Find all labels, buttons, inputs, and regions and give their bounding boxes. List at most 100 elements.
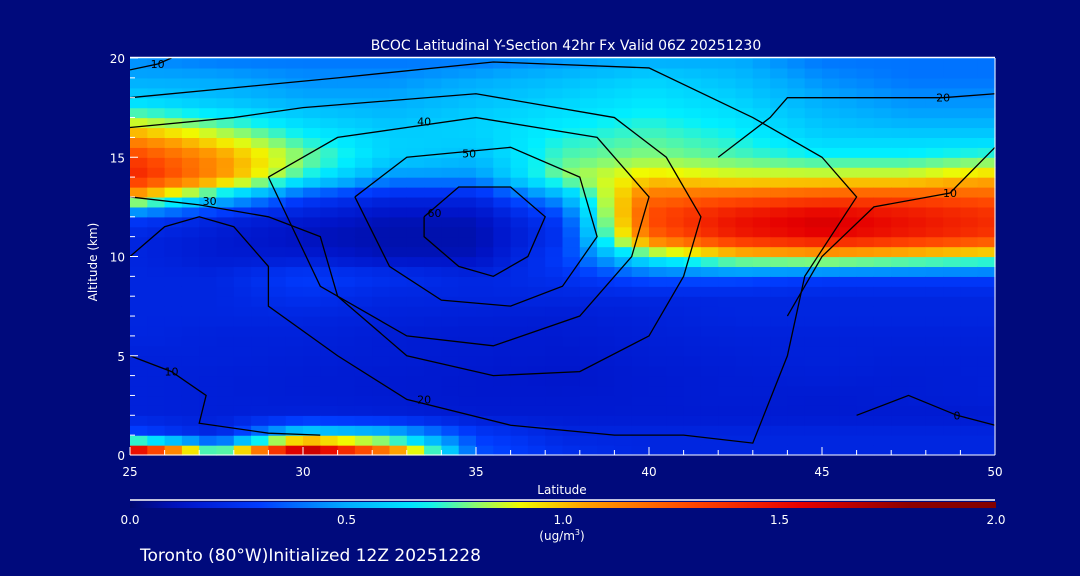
heatmap-cell [718, 226, 737, 238]
heatmap-cell [285, 117, 304, 129]
heatmap-cell [787, 345, 806, 357]
heatmap-cell [147, 157, 166, 168]
heatmap-cell [925, 375, 944, 387]
heatmap-cell [649, 435, 667, 446]
heatmap-cell [908, 276, 927, 287]
heatmap-cell [493, 306, 512, 317]
heatmap-cell [752, 77, 771, 89]
heatmap-cell [822, 445, 840, 456]
heatmap-cell [666, 355, 685, 367]
heatmap-cell [406, 355, 425, 367]
heatmap-cell [891, 365, 910, 377]
contour-line [786, 146, 996, 317]
heatmap-cell [735, 187, 754, 198]
heatmap-cell [752, 97, 771, 109]
heatmap-cell [735, 405, 754, 416]
heatmap-cell [700, 107, 719, 119]
heatmap-cell [199, 335, 218, 347]
heatmap-cell [216, 97, 235, 109]
heatmap-cell [822, 226, 840, 238]
heatmap-cell [925, 445, 944, 456]
heatmap-cell [303, 365, 321, 377]
heatmap-cell [545, 425, 564, 436]
heatmap-cell [597, 246, 615, 258]
heatmap-cell [908, 216, 927, 228]
heatmap-cell [804, 117, 823, 129]
heatmap-cell [406, 276, 425, 287]
heatmap-cell [545, 435, 564, 446]
heatmap-cell [804, 276, 823, 287]
heatmap-cell [666, 316, 685, 327]
heatmap-cell [943, 58, 961, 69]
heatmap-cell [666, 385, 685, 397]
heatmap-cell [683, 425, 702, 436]
heatmap-cell [839, 316, 858, 327]
heatmap-cell [908, 97, 927, 109]
heatmap-cell [666, 58, 685, 69]
heatmap-cell [597, 206, 615, 218]
heatmap-cell [233, 117, 252, 129]
heatmap-cell [891, 325, 910, 337]
heatmap-cell [631, 435, 650, 446]
heatmap-cell [666, 375, 685, 387]
heatmap-cell [579, 137, 598, 148]
heatmap-cell [285, 67, 304, 79]
heatmap-cell [527, 316, 546, 327]
heatmap-cell [181, 147, 200, 158]
heatmap-cell [303, 246, 321, 258]
heatmap-cell [925, 97, 944, 109]
heatmap-cell [891, 385, 910, 397]
heatmap-cell [925, 137, 944, 148]
heatmap-cell [787, 117, 806, 129]
heatmap-cell [770, 77, 788, 89]
heatmap-cell [251, 335, 269, 347]
heatmap-cell [891, 216, 910, 228]
heatmap-cell [406, 286, 425, 297]
heatmap-cell [700, 206, 719, 218]
heatmap-cell [700, 375, 719, 387]
heatmap-cell [268, 226, 287, 238]
heatmap-cell [527, 216, 546, 228]
heatmap-cell [406, 405, 425, 416]
heatmap-cell [164, 137, 183, 148]
heatmap-cell [770, 117, 788, 129]
heatmap-cell [424, 87, 442, 99]
heatmap-cell [597, 435, 615, 446]
heatmap-cell [285, 266, 304, 277]
heatmap-cell [649, 187, 667, 198]
heatmap-cell [562, 196, 581, 208]
heatmap-cell [856, 335, 875, 347]
heatmap-cell [891, 286, 910, 297]
heatmap-cell [130, 276, 148, 287]
heatmap-cell [943, 425, 961, 436]
heatmap-cell [597, 445, 615, 456]
heatmap-cell [251, 77, 269, 89]
heatmap-cell [320, 177, 339, 188]
heatmap-cell [545, 286, 564, 297]
heatmap-cell [873, 365, 892, 377]
heatmap-cell [181, 365, 200, 377]
heatmap-cell [458, 58, 477, 69]
heatmap-cell [960, 196, 979, 208]
heatmap-cell [770, 296, 788, 307]
heatmap-cell [908, 355, 927, 367]
heatmap-cell [718, 177, 737, 188]
heatmap-cell [354, 127, 373, 138]
heatmap-cell [303, 167, 321, 178]
heatmap-cell [856, 405, 875, 416]
heatmap-cell [285, 425, 304, 436]
heatmap-cell [199, 296, 218, 307]
heatmap-cell [700, 335, 719, 347]
heatmap-cell [943, 266, 961, 277]
heatmap-cell [406, 127, 425, 138]
colorbar-tick-label: 0.5 [337, 513, 356, 527]
heatmap-cell [372, 196, 391, 208]
heatmap-cell [700, 435, 719, 446]
heatmap-cell [579, 127, 598, 138]
heatmap-cell [303, 286, 321, 297]
heatmap-cell [164, 325, 183, 337]
heatmap-cell [943, 355, 961, 367]
heatmap-cell [268, 266, 287, 277]
heatmap-cell [960, 256, 979, 268]
heatmap-cell [943, 127, 961, 138]
